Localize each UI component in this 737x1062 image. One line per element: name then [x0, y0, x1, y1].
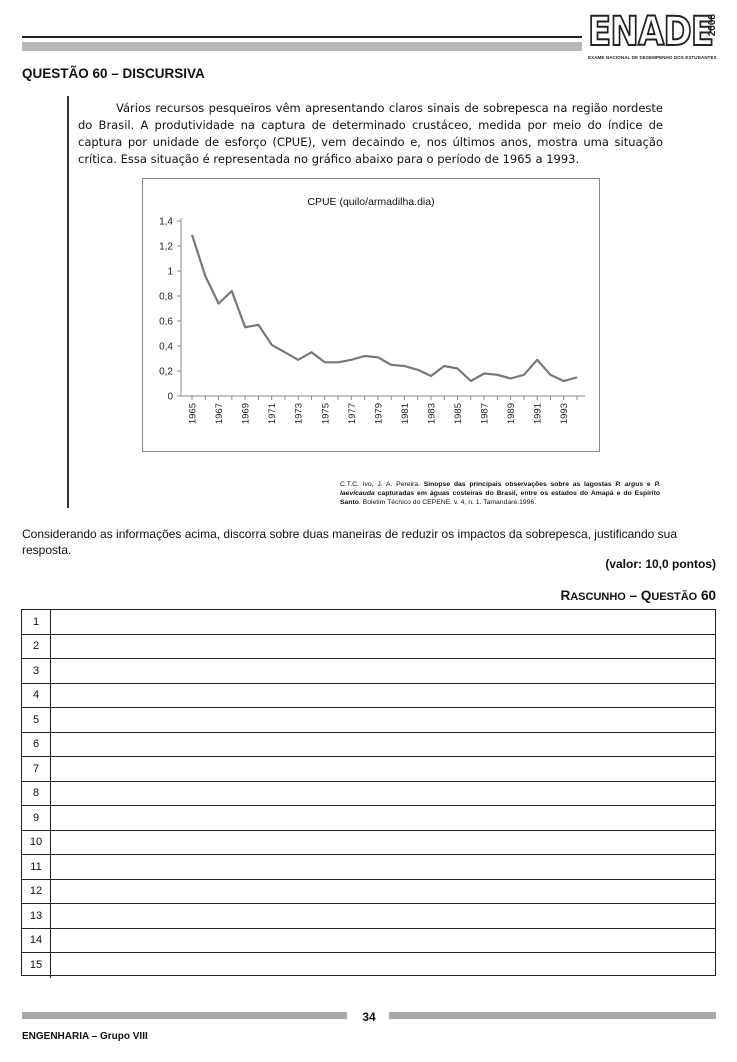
draft-line[interactable]: 7: [22, 757, 715, 782]
footer-bar-left: [22, 1012, 347, 1019]
draft-title-questao: UESTÃO: [651, 591, 698, 603]
draft-line[interactable]: 4: [22, 683, 715, 708]
y-tick-label: 0,2: [159, 367, 173, 378]
footer-label: ENGENHARIA – Grupo VIII: [22, 1031, 148, 1042]
x-tick-label: 1989: [506, 403, 517, 424]
draft-line[interactable]: 2: [22, 634, 715, 659]
draft-line[interactable]: 15: [22, 953, 715, 978]
cpue-series-line: [190, 234, 578, 383]
draft-line-number: 12: [22, 879, 51, 903]
header-rule-thin: [22, 36, 582, 38]
logo-text: ENADE: [587, 9, 715, 55]
draft-title: RASCUNHO – QUESTÃO 60: [560, 588, 716, 603]
x-tick-label: 1993: [559, 403, 570, 424]
x-tick-label: 1975: [320, 403, 331, 424]
citation-authors: C.T.C. Ivo, J. A. Pereira.: [340, 481, 424, 488]
draft-line-number: 7: [22, 757, 51, 781]
draft-line[interactable]: 1: [22, 610, 715, 635]
x-tick-label: 1971: [267, 403, 278, 424]
draft-line[interactable]: 10: [22, 830, 715, 855]
x-tick-label: 1991: [533, 403, 544, 424]
draft-line-number: 10: [22, 830, 51, 854]
question-title: QUESTÃO 60 – DISCURSIVA: [22, 66, 205, 81]
question-value: (valor: 10,0 pontos): [605, 557, 716, 571]
draft-line[interactable]: 12: [22, 879, 715, 904]
question-intro: Vários recursos pesqueiros vêm apresenta…: [78, 100, 663, 168]
y-tick-label: 0,6: [159, 317, 173, 328]
x-tick-label: 1979: [373, 403, 384, 424]
draft-line-number: 6: [22, 732, 51, 756]
question-prompt: Considerando as informações acima, disco…: [22, 527, 678, 557]
draft-line[interactable]: 8: [22, 781, 715, 806]
x-tick-label: 1969: [241, 403, 252, 424]
y-tick-label: 0,4: [159, 342, 173, 353]
draft-line[interactable]: 11: [22, 855, 715, 880]
draft-title-number: 60: [697, 588, 716, 603]
x-tick-label: 1985: [453, 403, 464, 424]
x-tick-label: 1973: [294, 403, 305, 424]
cpue-chart: CPUE (quilo/armadilha.dia) 0 0,2 0,4 0,6 0,8 1…: [142, 178, 600, 452]
draft-line-number: 4: [22, 683, 51, 707]
draft-title-r: R: [560, 588, 571, 603]
draft-line-number: 14: [22, 928, 51, 952]
draft-title-dash: –: [625, 588, 641, 603]
x-tick-label: 1983: [426, 403, 437, 424]
header-rule-thick: [22, 42, 582, 51]
citation-title-rest: capturadas em águas costeiras do Brasil,…: [340, 490, 660, 506]
draft-line[interactable]: 9: [22, 806, 715, 831]
draft-line-number: 13: [22, 904, 51, 928]
x-tick-label: 1965: [188, 403, 199, 424]
draft-line-number: 15: [22, 953, 51, 978]
draft-line-number: 11: [22, 855, 51, 879]
logo-subtitle: EXAME NACIONAL DE DESEMPENHO DOS ESTUDAN…: [588, 55, 717, 60]
draft-line-number: 3: [22, 659, 51, 683]
draft-line[interactable]: 3: [22, 659, 715, 684]
citation-conj: e: [643, 481, 655, 488]
draft-answer-grid: 1 2 3 4 5 6 7 8 9 10 11 12 13 14 15: [21, 609, 716, 978]
logo-year: 2008: [707, 14, 718, 37]
footer-bar-right: [389, 1012, 716, 1019]
draft-title-q: Q: [640, 588, 652, 603]
y-tick-label: 1,4: [159, 217, 173, 228]
draft-line-number: 2: [22, 634, 51, 658]
page-number: 34: [362, 1010, 376, 1024]
draft-line-number: 1: [22, 610, 51, 634]
draft-line[interactable]: 5: [22, 708, 715, 733]
x-tick-label: 1977: [347, 403, 358, 424]
x-tick-label: 1987: [480, 403, 491, 424]
draft-line-number: 9: [22, 806, 51, 830]
draft-line-number: 5: [22, 708, 51, 732]
draft-line-number: 8: [22, 781, 51, 805]
draft-line[interactable]: 6: [22, 732, 715, 757]
citation-title: Sinopse das principais observações sobre…: [423, 481, 616, 488]
enade-logo: ENADE 2008 EXAME NACIONAL DE DESEMPENHO …: [587, 9, 718, 60]
question-intro-text: Vários recursos pesqueiros vêm apresenta…: [78, 101, 663, 166]
side-rule: [67, 96, 69, 508]
draft-line[interactable]: 13: [22, 904, 715, 929]
draft-line[interactable]: 14: [22, 928, 715, 953]
y-tick-label: 1,2: [159, 242, 173, 253]
x-tick-label: 1981: [400, 403, 411, 424]
chart-svg: CPUE (quilo/armadilha.dia) 0 0,2 0,4 0,6 0,8 1…: [159, 196, 585, 424]
chart-title: CPUE (quilo/armadilha.dia): [307, 196, 434, 208]
draft-title-rascunho: ASCUNHO: [570, 591, 626, 603]
chart-citation: C.T.C. Ivo, J. A. Pereira. Sinopse das p…: [340, 480, 660, 507]
y-tick-label: 1: [167, 267, 173, 278]
x-tick-label: 1967: [214, 403, 225, 424]
y-tick-label: 0,8: [159, 292, 173, 303]
y-tick-label: 0: [167, 392, 173, 403]
citation-species-2: P. laevicauda: [340, 481, 660, 497]
citation-species-1: P. argus: [615, 481, 644, 488]
citation-source: . Boletim Técnico do CEPENE. v. 4, n. 1.…: [358, 499, 537, 506]
